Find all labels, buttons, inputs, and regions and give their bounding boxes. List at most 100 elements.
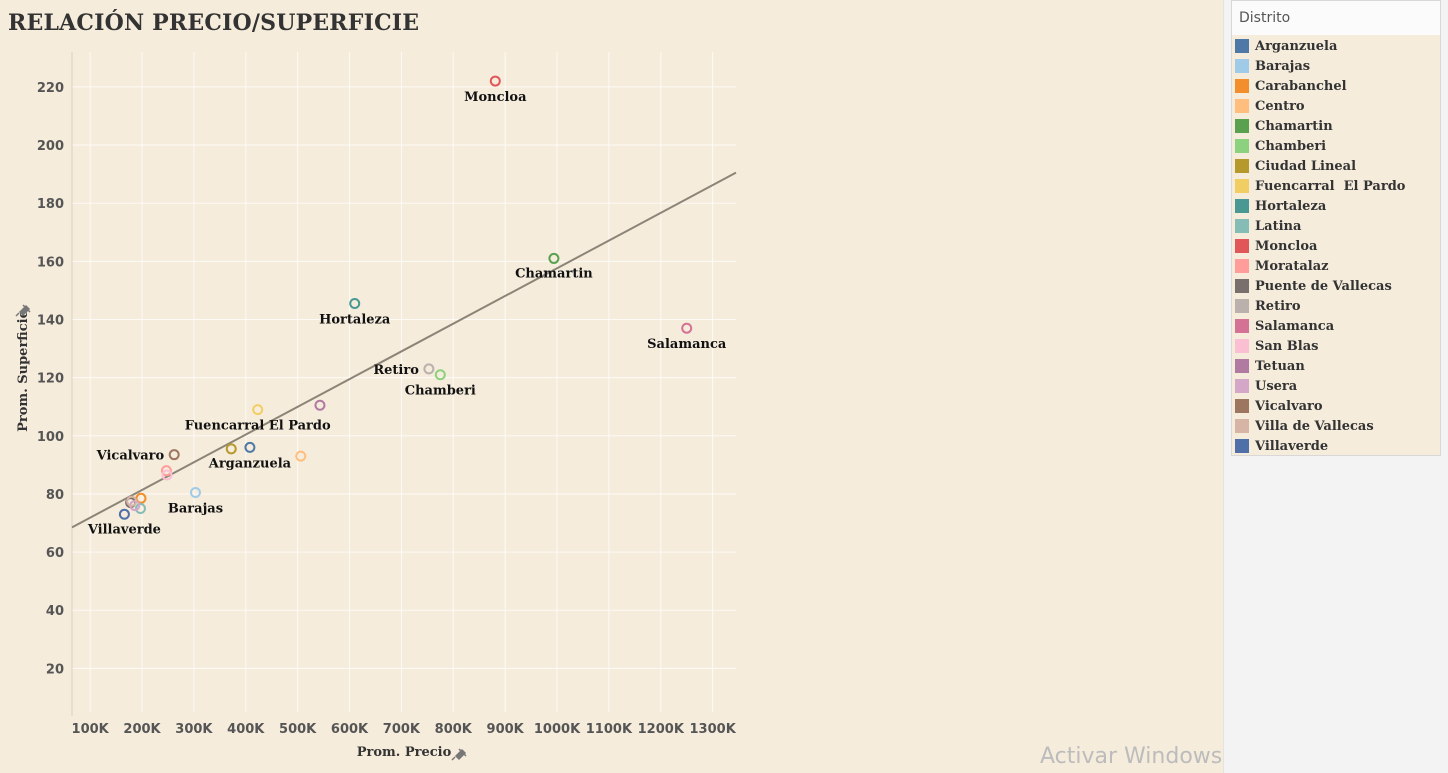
data-point[interactable] (314, 399, 326, 411)
legend-swatch (1235, 99, 1249, 113)
x-tick-label: 300K (175, 722, 213, 737)
legend-item[interactable]: Chamberi (1235, 136, 1326, 156)
legend-label: Barajas (1255, 58, 1311, 74)
y-tick-label: 120 (37, 372, 64, 387)
legend-label: Usera (1255, 378, 1298, 394)
legend-swatch (1235, 179, 1249, 193)
legend-label: Moncloa (1255, 238, 1318, 254)
x-axis-title-group: Prom. Precio (357, 745, 467, 761)
legend-panel: Distrito Arganzuela Barajas Carabanchel Cen… (1223, 0, 1448, 773)
data-point[interactable] (489, 75, 501, 87)
legend-label: Latina (1255, 218, 1302, 234)
point-label: Villaverde (87, 522, 161, 537)
y-axis-pin-icon[interactable] (15, 304, 31, 317)
y-tick-label: 220 (37, 81, 64, 96)
legend-item[interactable]: Chamartin (1235, 116, 1333, 136)
legend-item[interactable]: Arganzuela (1235, 36, 1337, 56)
trend-line (71, 171, 737, 529)
data-point[interactable] (434, 369, 446, 381)
legend-label: San Blas (1255, 338, 1319, 354)
legend-swatch (1235, 219, 1249, 233)
legend-label: Villaverde (1255, 438, 1329, 454)
x-tick-label: 1000K (534, 722, 581, 737)
legend-item[interactable]: San Blas (1235, 336, 1318, 356)
data-point[interactable] (548, 252, 560, 264)
y-tick-label: 80 (46, 488, 64, 503)
legend-item[interactable]: Puente de Vallecas (1235, 276, 1392, 296)
legend-item[interactable]: Carabanchel (1235, 76, 1347, 96)
legend-item[interactable]: Villa de Vallecas (1235, 416, 1374, 436)
legend-item[interactable]: Vicalvaro (1235, 396, 1323, 416)
data-point[interactable] (189, 486, 201, 498)
grid-lines (71, 52, 736, 716)
chart-title: RELACIÓN PRECIO/SUPERFICIE (8, 10, 420, 36)
data-point[interactable] (349, 297, 361, 309)
legend-swatch (1235, 399, 1249, 413)
y-axis-ticks: 20 40 60 80 100 120 140 160 180 200 220 (37, 81, 64, 677)
x-tick-label: 200K (123, 722, 161, 737)
data-point[interactable] (135, 492, 147, 504)
data-point[interactable] (160, 465, 172, 477)
legend-item[interactable]: Centro (1235, 96, 1305, 116)
data-point[interactable] (295, 450, 307, 462)
x-tick-label: 600K (331, 722, 369, 737)
point-label: Retiro (373, 363, 419, 378)
x-tick-label: 900K (487, 722, 525, 737)
legend-label: Carabanchel (1255, 78, 1347, 94)
x-tick-label: 400K (227, 722, 265, 737)
legend-item[interactable]: Ciudad Lineal (1235, 156, 1356, 176)
legend-item[interactable]: Moncloa (1235, 236, 1317, 256)
legend-swatch (1235, 139, 1249, 153)
legend-item[interactable]: Latina (1235, 216, 1301, 236)
y-axis-title-group: Prom. Superficie (15, 304, 31, 432)
legend-item[interactable]: Tetuan (1235, 356, 1305, 376)
x-axis-pin-icon[interactable] (451, 748, 467, 761)
data-point[interactable] (134, 502, 146, 514)
data-point[interactable] (681, 322, 693, 334)
y-tick-label: 160 (37, 255, 64, 270)
y-tick-label: 200 (37, 139, 64, 154)
legend-label: Salamanca (1255, 318, 1335, 334)
legend-label: Chamartin (1255, 118, 1333, 134)
legend-label: Centro (1255, 98, 1305, 114)
point-label: Chamberi (405, 384, 476, 399)
legend-label: Fuencarral El Pardo (1255, 178, 1406, 194)
legend-swatch (1235, 359, 1249, 373)
legend-item[interactable]: Hortaleza (1235, 196, 1326, 216)
x-tick-label: 800K (435, 722, 473, 737)
x-tick-label: 1100K (586, 722, 633, 737)
x-tick-label: 500K (279, 722, 317, 737)
legend-swatch (1235, 319, 1249, 333)
data-point[interactable] (423, 363, 435, 375)
point-label: Vicalvaro (96, 449, 165, 464)
data-point[interactable] (168, 449, 180, 461)
legend-swatch (1235, 199, 1249, 213)
legend-item[interactable]: Villaverde (1235, 436, 1328, 456)
legend-item[interactable]: Usera (1235, 376, 1297, 396)
x-tick-label: 700K (383, 722, 421, 737)
data-point[interactable] (126, 495, 138, 507)
legend-swatch (1235, 79, 1249, 93)
data-point[interactable] (252, 404, 264, 416)
x-tick-label: 1300K (690, 722, 737, 737)
point-label: Fuencarral El Pardo (185, 419, 331, 434)
data-point[interactable] (118, 508, 130, 520)
data-point[interactable] (244, 441, 256, 453)
legend-label: Hortaleza (1255, 198, 1327, 214)
data-point[interactable] (161, 469, 173, 481)
y-tick-label: 140 (37, 313, 64, 328)
legend-label: Villa de Vallecas (1255, 418, 1374, 434)
legend-swatch (1235, 59, 1249, 73)
legend-swatch (1235, 239, 1249, 253)
legend-item[interactable]: Salamanca (1235, 316, 1334, 336)
y-axis-title: Prom. Superficie (16, 310, 31, 432)
legend-item[interactable]: Moratalaz (1235, 256, 1329, 276)
data-point[interactable] (225, 443, 237, 455)
legend-item[interactable]: Fuencarral El Pardo (1235, 176, 1405, 196)
point-label: Chamartin (515, 266, 593, 281)
legend-item[interactable]: Retiro (1235, 296, 1301, 316)
legend-label: Ciudad Lineal (1255, 158, 1357, 174)
x-axis-ticks: 100K 200K 300K 400K 500K 600K 700K 800K 900K 1000… (72, 722, 737, 737)
legend-item[interactable]: Barajas (1235, 56, 1310, 76)
x-axis-title: Prom. Precio (357, 745, 452, 760)
